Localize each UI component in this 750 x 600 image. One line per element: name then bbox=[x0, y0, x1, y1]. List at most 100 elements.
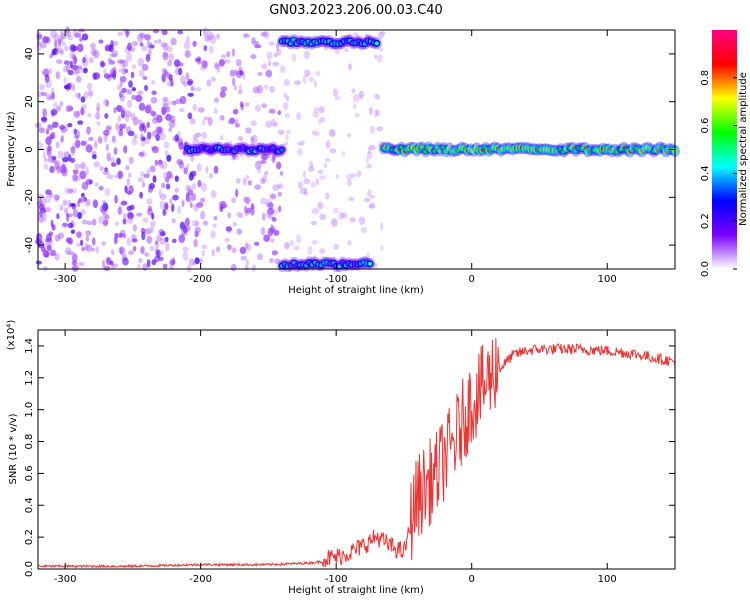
heatmap-cell bbox=[272, 61, 280, 67]
heatmap-cell bbox=[83, 91, 89, 99]
heatmap-cell bbox=[80, 107, 85, 116]
heatmap-cell bbox=[246, 207, 252, 214]
heatmap-band-peak bbox=[368, 261, 373, 266]
heatmap-cell bbox=[193, 239, 198, 248]
heatmap-cell bbox=[214, 97, 220, 103]
heatmap-cell bbox=[37, 209, 45, 219]
heatmap-cell bbox=[209, 35, 217, 44]
heatmap-cell bbox=[165, 113, 172, 121]
heatmap-cell bbox=[159, 133, 166, 141]
heatmap-cell bbox=[102, 202, 109, 212]
heatmap-cell bbox=[353, 103, 357, 110]
heatmap-cell bbox=[80, 239, 84, 247]
heatmap-cell bbox=[242, 177, 247, 186]
heatmap-cell bbox=[116, 104, 123, 113]
heatmap-cell bbox=[101, 62, 106, 67]
heatmap-cell bbox=[239, 101, 244, 108]
heatmap-cell bbox=[92, 154, 97, 160]
heatmap-cell bbox=[163, 141, 170, 149]
heatmap-cell bbox=[155, 133, 160, 142]
heatmap-cell bbox=[250, 137, 255, 147]
heatmap-cell bbox=[122, 218, 127, 225]
heatmap-cell bbox=[307, 246, 313, 255]
heatmap-cell bbox=[262, 212, 266, 221]
heatmap-cell bbox=[102, 259, 106, 269]
heatmap-cell bbox=[96, 102, 101, 110]
heatmap-cell bbox=[161, 106, 167, 116]
heatmap-cell bbox=[348, 196, 355, 201]
heatmap-cell bbox=[144, 104, 152, 114]
heatmap-cell bbox=[210, 230, 216, 239]
heatmap-cell bbox=[220, 115, 225, 121]
heatmap-cell bbox=[145, 56, 152, 61]
heatmap-cell bbox=[177, 30, 183, 35]
heatmap-cell bbox=[344, 48, 349, 52]
heatmap-cell bbox=[214, 63, 219, 68]
heatmap-cell bbox=[128, 172, 132, 178]
heatmap-cell bbox=[369, 202, 376, 210]
colorbar-label: Normalized spectral amplitude bbox=[738, 72, 749, 226]
heatmap-cell bbox=[83, 67, 88, 74]
heatmap-cell bbox=[178, 67, 183, 76]
heatmap-cell bbox=[274, 258, 281, 265]
heatmap-cell bbox=[80, 209, 86, 215]
heatmap-cell bbox=[77, 43, 84, 53]
heatmap-cell bbox=[47, 124, 54, 131]
heatmap-cell bbox=[160, 231, 166, 237]
heatmap-cell bbox=[39, 84, 45, 91]
heatmap-cell bbox=[65, 106, 71, 113]
heatmap-cell bbox=[170, 37, 177, 46]
heatmap-cell bbox=[264, 170, 269, 176]
heatmap-cell bbox=[239, 246, 247, 254]
heatmap-cell bbox=[300, 140, 305, 146]
heatmap-cell bbox=[206, 79, 212, 87]
heatmap-cell bbox=[144, 137, 150, 145]
heatmap-cell bbox=[184, 50, 191, 58]
heatmap-cell bbox=[254, 161, 262, 170]
heatmap-cell bbox=[256, 84, 264, 94]
heatmap-cell bbox=[315, 178, 319, 186]
heatmap-cell bbox=[380, 245, 384, 252]
colorbar-tick-label: 0.0 bbox=[700, 261, 711, 277]
heatmap-cell bbox=[80, 162, 86, 170]
heatmap-cell bbox=[354, 113, 360, 118]
heatmap-cell bbox=[89, 42, 96, 49]
heatmap-cell bbox=[158, 39, 162, 44]
heatmap-cell bbox=[51, 111, 55, 118]
heatmap-cell bbox=[81, 195, 85, 202]
heatmap-cell bbox=[161, 73, 166, 83]
heatmap-cell bbox=[191, 220, 199, 227]
heatmap-cell bbox=[75, 139, 81, 149]
heatmap-cell bbox=[174, 175, 179, 182]
heatmap-cell bbox=[311, 130, 317, 136]
heatmap-cell bbox=[155, 125, 160, 134]
heatmap-cell bbox=[304, 69, 311, 78]
heatmap-cell bbox=[42, 151, 47, 160]
heatmap-cell bbox=[80, 195, 85, 204]
heatmap-cell bbox=[138, 102, 146, 112]
heatmap-cell bbox=[324, 157, 331, 162]
heatmap-cell bbox=[124, 110, 132, 118]
heatmap-cell bbox=[59, 35, 64, 44]
heatmap-cell bbox=[74, 32, 82, 38]
heatmap-cell bbox=[250, 203, 255, 210]
heatmap-cell bbox=[366, 252, 370, 262]
heatmap-cell bbox=[272, 184, 280, 192]
heatmap-cell bbox=[283, 242, 290, 250]
heatmap-cell bbox=[111, 50, 118, 58]
heatmap-cell bbox=[285, 134, 289, 141]
heatmap-cell bbox=[293, 80, 301, 86]
heatmap-cell bbox=[54, 39, 58, 49]
heatmap-cell bbox=[71, 253, 78, 262]
heatmap-cell bbox=[102, 170, 110, 176]
heatmap-cell bbox=[179, 95, 187, 105]
heatmap-cell bbox=[119, 129, 124, 137]
heatmap-cell bbox=[201, 131, 207, 140]
heatmap-cell bbox=[260, 226, 265, 236]
heatmap-cell bbox=[101, 207, 107, 216]
heatmap-cell bbox=[159, 193, 167, 201]
heatmap-cell bbox=[296, 234, 301, 244]
heatmap-cell bbox=[113, 236, 118, 245]
heatmap-cell bbox=[325, 192, 330, 200]
heatmap-cell bbox=[347, 240, 352, 246]
